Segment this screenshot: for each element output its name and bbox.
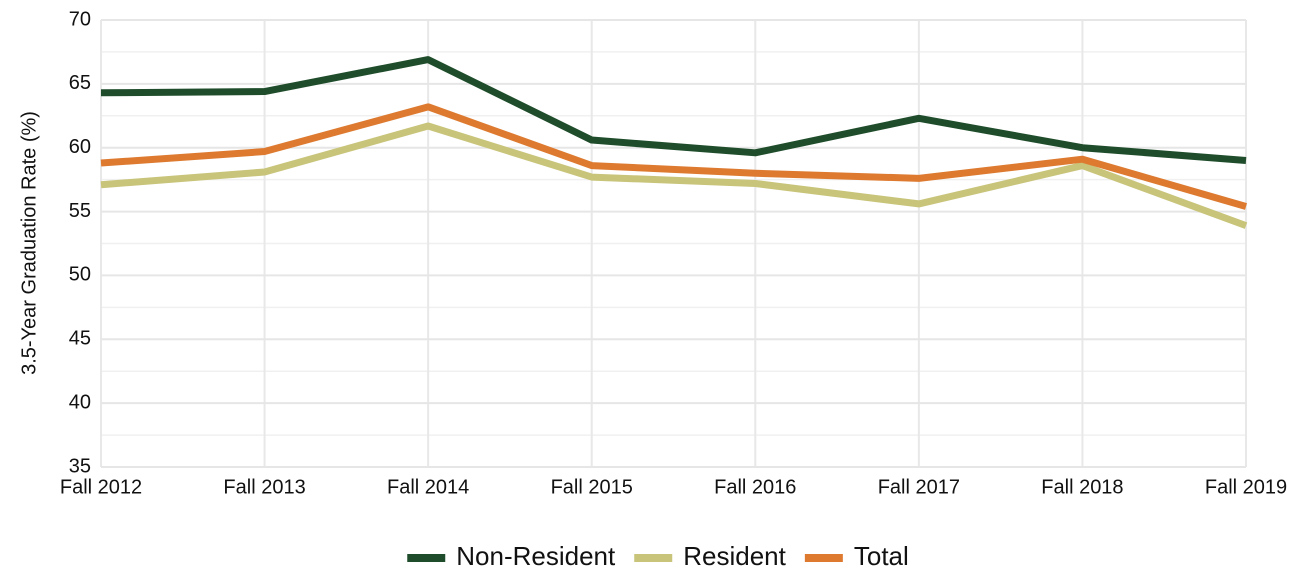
x-tick-label: Fall 2017 — [878, 476, 960, 498]
series-line — [100, 103, 1247, 210]
x-tick-label: Fall 2012 — [60, 476, 142, 498]
legend: Non-Resident Resident Total — [407, 541, 909, 571]
x-tick-label: Fall 2015 — [551, 476, 633, 498]
y-axis-label: 3.5-Year Graduation Rate (%) — [18, 111, 40, 375]
y-tick-label: 40 — [69, 391, 91, 413]
x-tick-label: Fall 2019 — [1205, 476, 1287, 498]
x-tick-label: Fall 2013 — [223, 476, 305, 498]
legend-label: Total — [854, 541, 909, 571]
y-tick-label: 60 — [69, 136, 91, 158]
y-tick-label: 45 — [69, 328, 91, 350]
y-tick-label: 65 — [69, 72, 91, 94]
grid: 35 40 45 50 55 60 65 70 Fall 2012 Fall 2013 Fall 2… — [60, 8, 1287, 498]
x-tick-label: Fall 2016 — [714, 476, 796, 498]
series-line — [100, 122, 1248, 229]
series-line — [100, 56, 1247, 164]
lines — [100, 56, 1248, 229]
x-tick-label: Fall 2018 — [1041, 476, 1123, 498]
y-tick-label: 70 — [69, 8, 91, 30]
y-tick-label: 35 — [69, 455, 91, 477]
y-tick-label: 50 — [69, 264, 91, 286]
legend-label: Resident — [683, 541, 786, 571]
legend-label: Non-Resident — [456, 541, 616, 571]
y-tick-label: 55 — [69, 200, 91, 222]
x-tick-label: Fall 2014 — [387, 476, 469, 498]
